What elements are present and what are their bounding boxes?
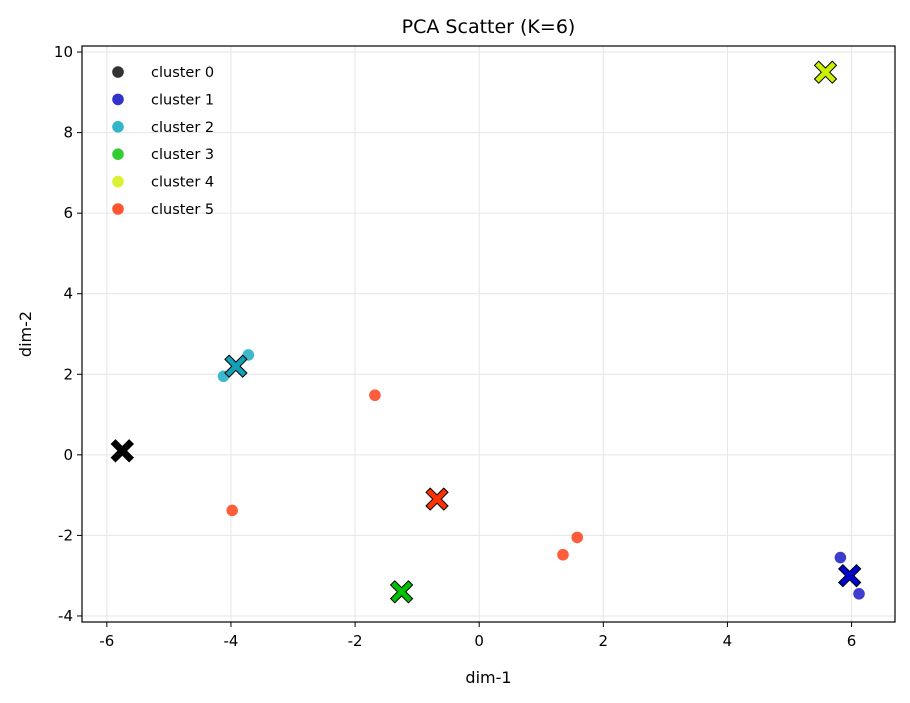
legend-label-cluster-4: cluster 4	[151, 175, 214, 191]
legend-marker-cluster-3	[112, 148, 124, 160]
y-tick-label-0: -4	[58, 607, 73, 625]
cluster-5-centroid-marker	[425, 487, 449, 511]
chart-title: PCA Scatter (K=6)	[402, 16, 576, 38]
legend-label-cluster-1: cluster 1	[151, 92, 214, 108]
y-tick-label-5: 6	[63, 204, 73, 222]
points-layer	[217, 349, 865, 600]
legend-marker-cluster-2	[112, 121, 124, 133]
x-tick-label-3: 0	[474, 632, 484, 650]
centroids-layer	[110, 60, 862, 604]
legend-label-cluster-5: cluster 5	[151, 202, 214, 218]
x-tick-label-2: -2	[348, 632, 363, 650]
legend-marker-cluster-5	[112, 203, 124, 215]
x-axis-label: dim-1	[465, 668, 511, 687]
legend: cluster 0 cluster 1 cluster 2 cluster 3 clus…	[112, 65, 214, 218]
cluster-5-point-1	[226, 504, 238, 517]
legend-marker-cluster-1	[112, 93, 124, 106]
legend-marker-cluster-4	[112, 175, 124, 188]
legend-marker-cluster-0	[112, 66, 124, 78]
y-tick-label-7: 10	[54, 43, 73, 61]
cluster-2-centroid-marker	[224, 354, 248, 378]
y-tick-label-4: 4	[63, 285, 73, 303]
cluster-1-point-1	[853, 588, 865, 600]
y-tick-label-6: 8	[63, 124, 73, 142]
x-tick-label-0: -6	[99, 632, 114, 650]
y-tick-label-2: 0	[63, 446, 73, 464]
x-tick-label-4: 2	[599, 632, 609, 650]
legend-label-cluster-2: cluster 2	[151, 120, 214, 136]
cluster-4-centroid-marker	[813, 60, 838, 84]
x-tick-label-5: 4	[723, 632, 733, 650]
cluster-0-centroid-marker	[110, 439, 135, 463]
cluster-1-centroid-marker	[837, 563, 862, 588]
x-tick-label-6: 6	[847, 632, 857, 650]
cluster-1-point-0	[834, 551, 847, 564]
grid-layer	[82, 46, 895, 622]
y-axis-label: dim-2	[16, 311, 35, 357]
cluster-3-centroid-marker	[389, 580, 414, 604]
y-tick-label-1: -2	[58, 526, 73, 544]
x-tick-label-1: -4	[223, 632, 238, 650]
ticks-layer: -6 -4 -2 0 2 4 6 -4 -2 0 2 4 6 8 10	[54, 43, 856, 650]
y-tick-label-3: 2	[63, 365, 73, 383]
plot-frame	[81, 45, 896, 623]
cluster-5-point-0	[369, 389, 381, 402]
cluster-5-point-3	[571, 531, 584, 544]
cluster-5-point-2	[557, 548, 569, 561]
legend-label-cluster-0: cluster 0	[151, 65, 214, 81]
legend-label-cluster-3: cluster 3	[151, 147, 214, 163]
